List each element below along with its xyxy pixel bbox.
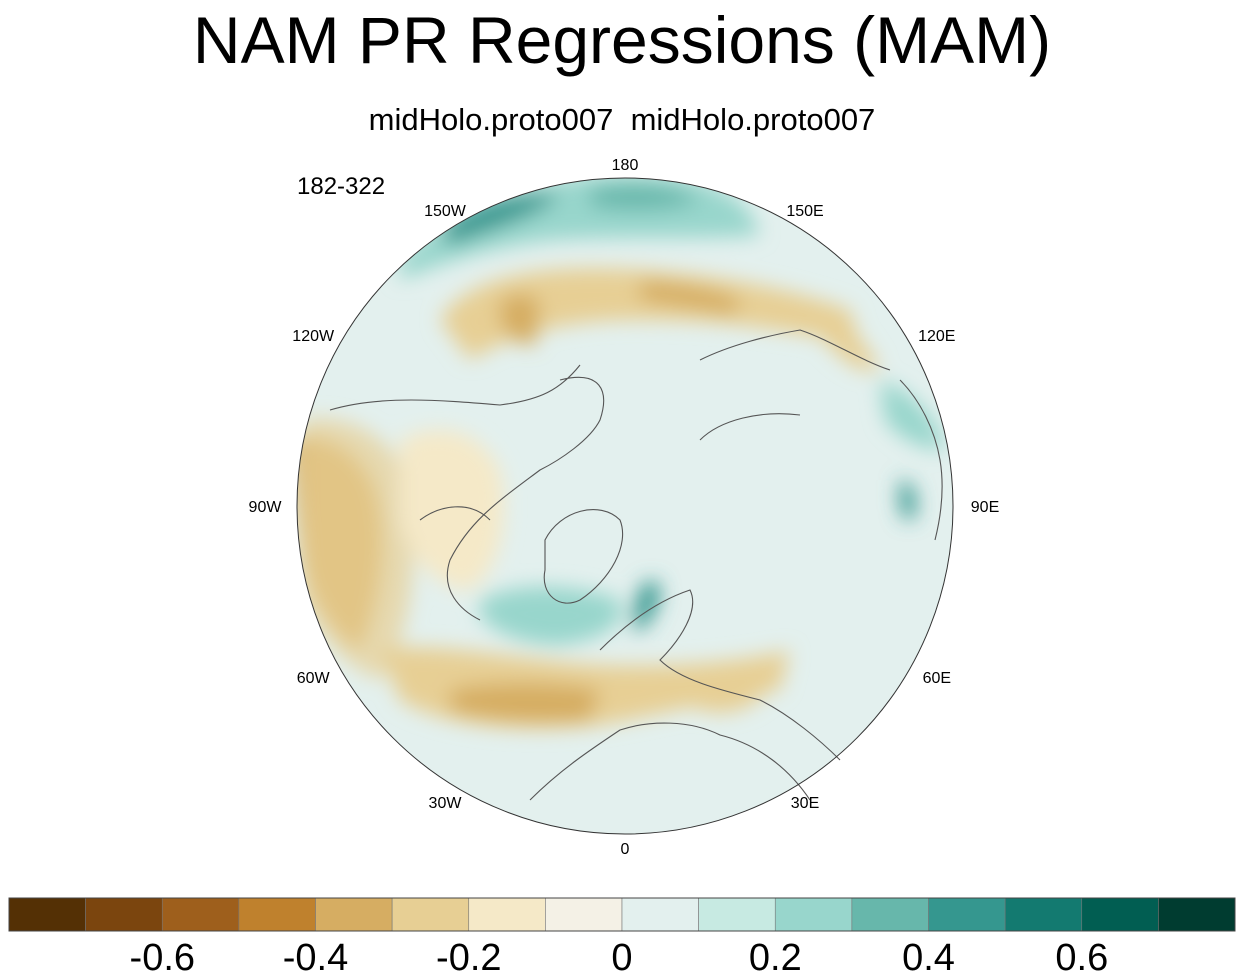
east-asia-positive	[900, 480, 916, 521]
colorbar-box	[621, 897, 699, 932]
coastline-east-asia	[899, 379, 943, 541]
longitude-label: 0	[621, 841, 630, 858]
north-pacific-core-2	[590, 184, 700, 210]
coastlines	[329, 329, 943, 801]
scandinavia-positive	[633, 580, 660, 632]
colorbar-box	[928, 897, 1006, 932]
north-america-light-negative	[400, 430, 504, 590]
longitude-label: 30E	[791, 795, 819, 812]
atlantic-negative-core	[450, 683, 600, 722]
colorbar-outline	[8, 897, 1236, 932]
coastline-eurasia-north	[699, 329, 891, 441]
colorbar-box	[468, 897, 546, 932]
longitude-label: 120W	[292, 328, 335, 345]
longitude-label: 120E	[918, 328, 955, 345]
coastline-greenland	[543, 509, 624, 604]
longitude-label: 180	[612, 157, 639, 174]
colorbar-box	[85, 897, 163, 932]
coastline-africa	[529, 722, 811, 801]
longitude-label: 150W	[424, 203, 467, 220]
north-pacific-core	[440, 193, 560, 245]
colorbar-box	[545, 897, 623, 932]
colorbar-boxes	[8, 897, 1236, 932]
colorbar-box	[1081, 897, 1159, 932]
colorbar-labels: -0.6 -0.4 -0.2 0 0.2 0.4 0.6	[130, 937, 1109, 977]
colorbar-tick-label: 0.6	[1055, 937, 1108, 977]
colorbar-box	[1004, 897, 1083, 932]
colorbar-box	[315, 897, 393, 932]
subpolar-atlantic-positive	[480, 586, 622, 645]
colorbar-tick-label: 0.4	[902, 937, 955, 977]
coastline-europe	[599, 589, 841, 761]
colorbar-tick-label: 0	[611, 937, 632, 977]
period-label: 182-322	[297, 173, 386, 200]
pacific-negative-band	[440, 268, 860, 360]
longitude-label: 60W	[297, 670, 331, 687]
chart-title: NAM PR Regressions (MAM)	[192, 3, 1052, 77]
colorbar-box	[391, 897, 470, 932]
east-asia-halo	[880, 380, 945, 450]
colorbar-box	[851, 897, 929, 932]
colorbar-tick-label: -0.4	[283, 937, 348, 977]
west-america-outer	[300, 418, 414, 680]
europe-negative	[680, 665, 771, 713]
pacific-negative-core-2	[500, 294, 540, 345]
colorbar-box	[238, 897, 316, 932]
colorbar-box	[698, 897, 776, 932]
colorbar-tick-label: -0.6	[130, 937, 195, 977]
longitude-label: 90W	[249, 499, 283, 516]
longitude-label: 90E	[971, 499, 999, 516]
field-anomalies	[297, 178, 945, 729]
longitude-label: 60E	[923, 670, 951, 687]
map-boundary	[296, 177, 954, 835]
colorbar-box	[8, 897, 86, 932]
chart-subtitle: midHolo.proto007 midHolo.proto007	[368, 102, 876, 137]
siberia-negative	[800, 300, 880, 371]
colorbar-box	[774, 897, 853, 932]
longitude-label: 150E	[786, 203, 823, 220]
colorbar-tick-label: 0.2	[749, 937, 802, 977]
precip-field	[297, 178, 953, 834]
colorbar-box	[1158, 897, 1236, 932]
colorbar-box	[161, 897, 240, 932]
coastline-north-america	[329, 364, 605, 621]
colorbar-tick-label: -0.2	[436, 937, 501, 977]
longitude-labels: 180 150E 120E 90E 60E 30E 0 30W 60W 90W 120W 150W	[249, 157, 1000, 858]
longitude-label: 30W	[429, 795, 463, 812]
pacific-negative-core	[640, 280, 740, 315]
